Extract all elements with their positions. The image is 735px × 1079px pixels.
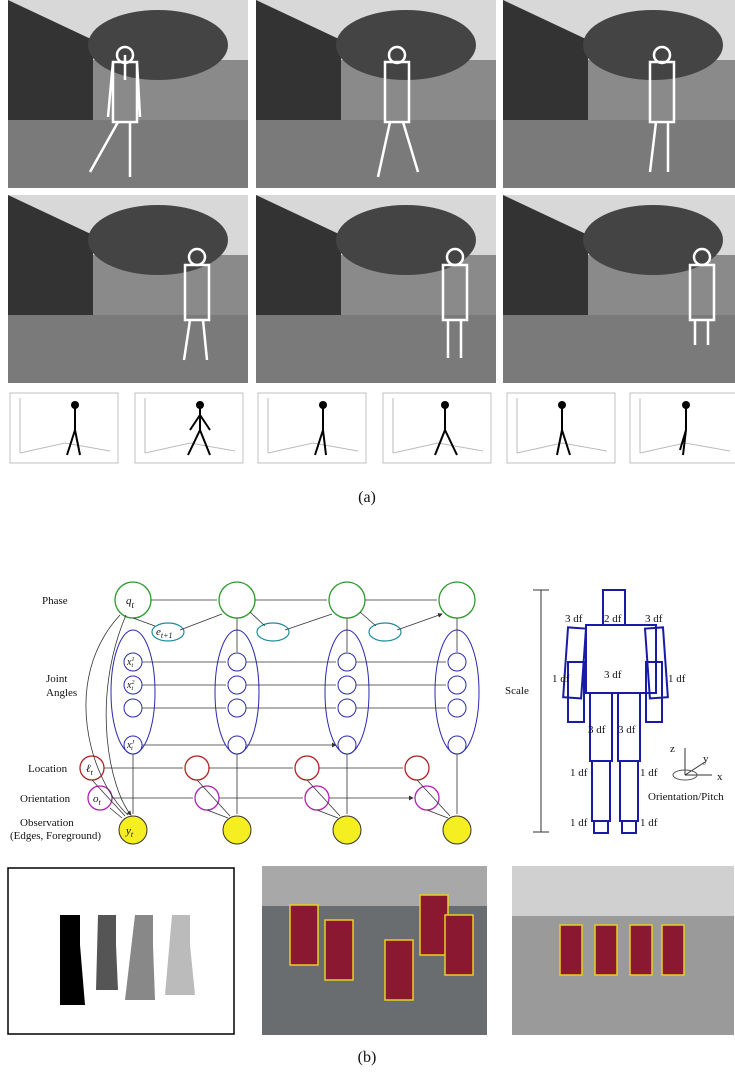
node-label: t — [91, 768, 94, 777]
row-label: Observation — [20, 817, 74, 829]
caption: (a) — [358, 489, 376, 506]
row-label: Angles — [46, 687, 77, 699]
df-label: 3 df — [604, 669, 622, 681]
row-label: Joint — [46, 673, 67, 685]
results — [8, 866, 734, 1035]
pose-plots — [10, 393, 735, 463]
node-label: t — [131, 746, 133, 752]
df-label: 1 df — [552, 673, 570, 685]
svg-text:et+1: et+1 — [156, 626, 173, 640]
video-frames — [8, 0, 735, 383]
node-label: t — [131, 663, 133, 669]
df-label: 1 df — [640, 817, 658, 829]
node-label: t — [99, 798, 102, 807]
df-label: 3 df — [565, 613, 583, 625]
orientation-label: Orientation/Pitch — [648, 791, 724, 803]
caption: (b) — [358, 1049, 377, 1066]
df-label: 2 df — [604, 613, 622, 625]
node-label: t+1 — [161, 631, 173, 640]
row-label: Orientation — [20, 793, 71, 805]
axis-label: z — [670, 743, 675, 755]
graphical-model: Phase Joint Angles Location Orientation … — [10, 582, 479, 844]
body-model: Scale 3 df 2 df 3 df 3 df 1 df 1 df 3 df… — [505, 590, 724, 833]
svg-text:x1t: x1t — [126, 657, 134, 669]
df-label: 3 df — [618, 724, 636, 736]
df-label: 1 df — [570, 817, 588, 829]
df-label: 1 df — [668, 673, 686, 685]
df-label: 3 df — [645, 613, 663, 625]
df-label: 1 df — [640, 767, 658, 779]
row-label: Location — [28, 763, 68, 775]
svg-text:qt: qt — [126, 595, 135, 610]
svg-text:x2t: x2t — [126, 680, 134, 692]
axis-label: y — [703, 753, 709, 765]
row-label: (Edges, Foreground) — [10, 830, 101, 842]
figure: (a) Phase Joint Angles Location Orientat… — [0, 0, 735, 1074]
svg-text:ot: ot — [93, 793, 102, 807]
row-label: Phase — [42, 595, 68, 607]
scale-label: Scale — [505, 685, 529, 697]
node-label: t — [132, 600, 135, 610]
svg-text:xJt: xJt — [126, 740, 134, 752]
node-label: t — [131, 686, 133, 692]
axis-label: x — [717, 771, 723, 783]
svg-text:ℓt: ℓt — [86, 763, 94, 777]
df-label: 1 df — [570, 767, 588, 779]
df-label: 3 df — [588, 724, 606, 736]
